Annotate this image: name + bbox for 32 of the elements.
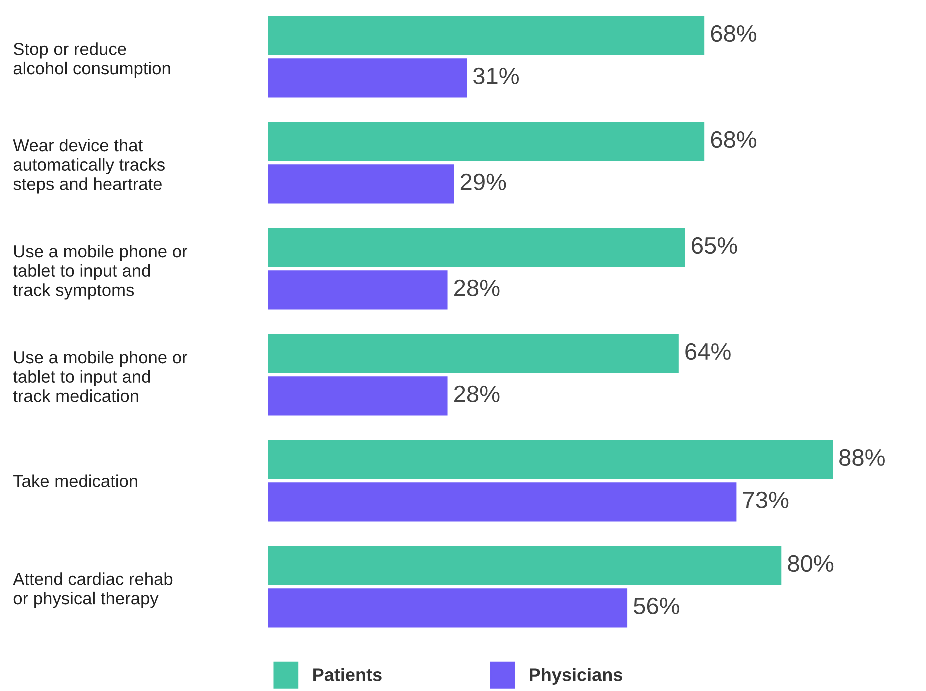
data-label: 88% [840, 449, 885, 466]
y-tick-label: Use a mobile phone or tablet to input and track symptoms [13, 244, 188, 300]
bar [268, 164, 454, 204]
data-label: 73% [743, 492, 789, 509]
data-label: 29% [460, 174, 506, 191]
data-label: 31% [473, 68, 520, 85]
bar [268, 334, 679, 374]
bar [268, 228, 686, 268]
bar [268, 546, 782, 586]
y-tick-label: Attend cardiac rehab or physical therapy [13, 572, 173, 608]
bar [268, 376, 448, 416]
data-label: 56% [634, 598, 680, 615]
bar [268, 122, 705, 162]
bar [268, 58, 468, 98]
bar [268, 588, 628, 628]
data-label: 64% [686, 343, 731, 360]
legend-label: Physicians [530, 668, 622, 685]
data-label: 68% [711, 131, 757, 148]
y-tick-label: Use a mobile phone or tablet to input and track medication [13, 350, 188, 402]
y-tick-label: Take medication [14, 474, 138, 488]
legend-label: Patients [314, 668, 382, 682]
bar [268, 482, 737, 522]
bar [268, 16, 705, 56]
data-label: 65% [692, 237, 738, 254]
data-label: 68% [711, 25, 757, 42]
data-label: 28% [454, 386, 500, 403]
y-tick-label: Wear device that automatically tracks steps and heartrate [13, 138, 165, 194]
data-label: 80% [788, 555, 834, 572]
bar [268, 440, 833, 480]
data-label: 28% [454, 280, 500, 297]
bar [268, 270, 448, 310]
y-tick-label: Stop or reduce alcohol consumption [14, 42, 170, 78]
